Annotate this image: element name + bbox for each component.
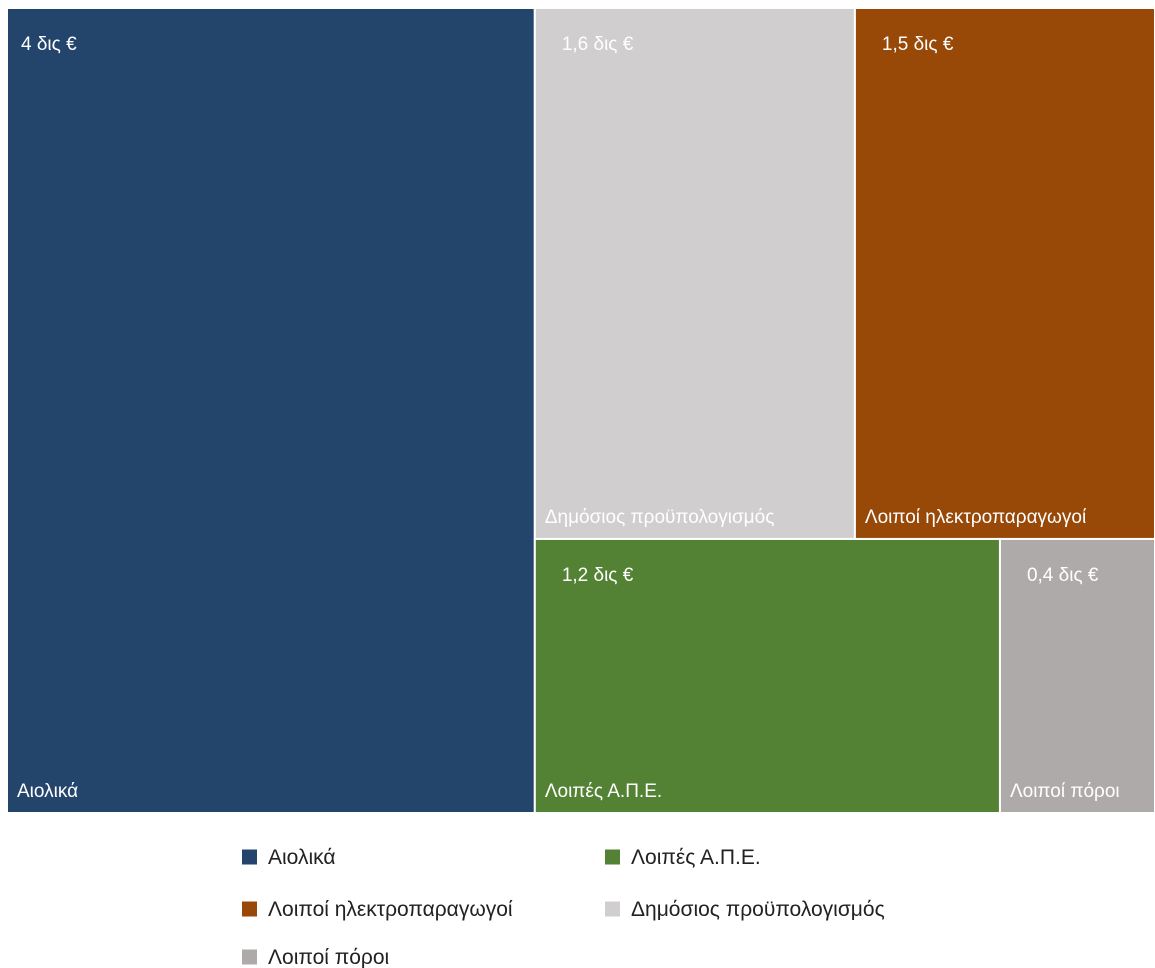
legend-item: Λοιποί ηλεκτροπαραγωγοί	[242, 898, 513, 921]
treemap-tile-rect	[998, 537, 1155, 814]
treemap-value-label: 1,5 δις €	[882, 34, 954, 55]
legend-label: Λοιποί πόροι	[268, 946, 390, 968]
treemap-tile: 1,6 δις € Δημόσιος προϋπολογισμός	[533, 7, 856, 540]
legend-swatch	[242, 849, 257, 865]
legend-item: Αιολικά	[242, 846, 336, 869]
treemap-tiles: 4 δις € Αιολικά 1,6 δις € Δημόσιος προϋπολο…	[6, 7, 1155, 814]
legend-swatch	[242, 901, 257, 917]
treemap-tile-rect	[533, 537, 1001, 814]
legend-item: Λοιποί πόροι	[242, 946, 390, 968]
legend-swatch	[605, 901, 620, 917]
treemap-value-label: 1,6 δις €	[562, 34, 634, 55]
legend-label: Λοιπές Α.Π.Ε.	[631, 846, 761, 869]
treemap-value-label: 1,2 δις €	[562, 565, 634, 586]
treemap-tile-rect	[853, 7, 1155, 540]
treemap-category-label: Λοιποί πόροι	[1010, 781, 1120, 802]
legend-item: Δημόσιος προϋπολογισμός	[605, 898, 885, 921]
legend-label: Αιολικά	[268, 846, 336, 869]
treemap-value-label: 4 δις €	[21, 34, 77, 55]
treemap-category-label: Δημόσιος προϋπολογισμός	[545, 507, 775, 528]
legend-swatch	[242, 949, 257, 965]
treemap-tile: 1,5 δις € Λοιποί ηλεκτροπαραγωγοί	[853, 7, 1155, 540]
legend-swatch	[605, 849, 620, 865]
legend-label: Λοιποί ηλεκτροπαραγωγοί	[268, 898, 513, 921]
legend-item: Λοιπές Α.Π.Ε.	[605, 846, 761, 869]
chart-legend: Αιολικά Λοιπές Α.Π.Ε. Λοιποί ηλεκτροπαραγω…	[242, 846, 885, 968]
treemap-tile: 1,2 δις € Λοιπές Α.Π.Ε.	[533, 537, 1001, 814]
treemap-tile-rect	[6, 7, 536, 814]
treemap-value-label: 0,4 δις €	[1027, 565, 1099, 586]
treemap-category-label: Λοιπές Α.Π.Ε.	[545, 781, 662, 802]
treemap-tile-rect	[533, 7, 856, 540]
treemap-tile: 4 δις € Αιολικά	[6, 7, 536, 814]
treemap-category-label: Αιολικά	[17, 781, 78, 802]
legend-label: Δημόσιος προϋπολογισμός	[631, 898, 885, 921]
treemap-category-label: Λοιποί ηλεκτροπαραγωγοί	[865, 507, 1087, 528]
treemap-tile: 0,4 δις € Λοιποί πόροι	[998, 537, 1155, 814]
